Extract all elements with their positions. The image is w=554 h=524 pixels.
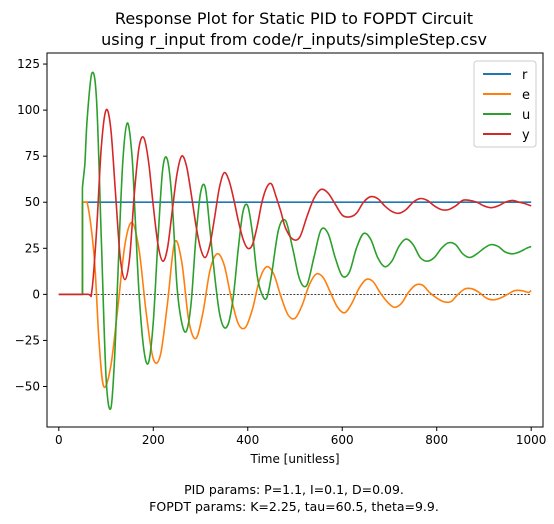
x-axis-ticks: 0 200 400 600 800 1000 — [55, 427, 546, 447]
y-tick-label: −50 — [15, 379, 40, 393]
series-line-y — [58, 108, 532, 298]
x-tick-label: 1000 — [516, 433, 547, 447]
footer-pid-params: PID params: P=1.1, I=0.1, D=0.09. — [184, 482, 404, 497]
series-line-e — [58, 201, 532, 389]
y-tick-label: 50 — [25, 195, 40, 209]
chart-title-line2: using r_input from code/r_inputs/simpleS… — [101, 30, 487, 50]
y-tick-label: 125 — [17, 57, 40, 71]
legend-label-e: e — [522, 88, 530, 103]
y-tick-label: 75 — [25, 149, 40, 163]
x-tick-label: 600 — [331, 433, 354, 447]
plot-area: 0 200 400 600 800 1000 −50 −25 0 25 50 75 100 125 — [15, 52, 546, 447]
y-tick-label: 25 — [25, 241, 40, 255]
y-tick-label: 0 — [32, 287, 40, 301]
legend-label-u: u — [522, 108, 530, 123]
y-axis-ticks: −50 −25 0 25 50 75 100 125 — [15, 57, 47, 393]
legend-box — [473, 60, 537, 148]
x-tick-label: 400 — [236, 433, 259, 447]
chart-title-line1: Response Plot for Static PID to FOPDT Ci… — [115, 9, 473, 28]
y-tick-label: −25 — [15, 333, 40, 347]
y-tick-label: 100 — [17, 103, 40, 117]
footer-fopdt-params: FOPDT params: K=2.25, tau=60.5, theta=9.… — [149, 499, 439, 514]
series-line-r — [58, 201, 532, 296]
legend-label-y: y — [522, 128, 530, 143]
x-tick-label: 800 — [425, 433, 448, 447]
plot-frame — [46, 52, 544, 428]
legend-label-r: r — [522, 68, 528, 83]
x-axis-label: Time [unitless] — [249, 452, 339, 466]
x-tick-label: 200 — [142, 433, 165, 447]
series-layer — [58, 71, 532, 411]
x-tick-label: 0 — [55, 433, 63, 447]
